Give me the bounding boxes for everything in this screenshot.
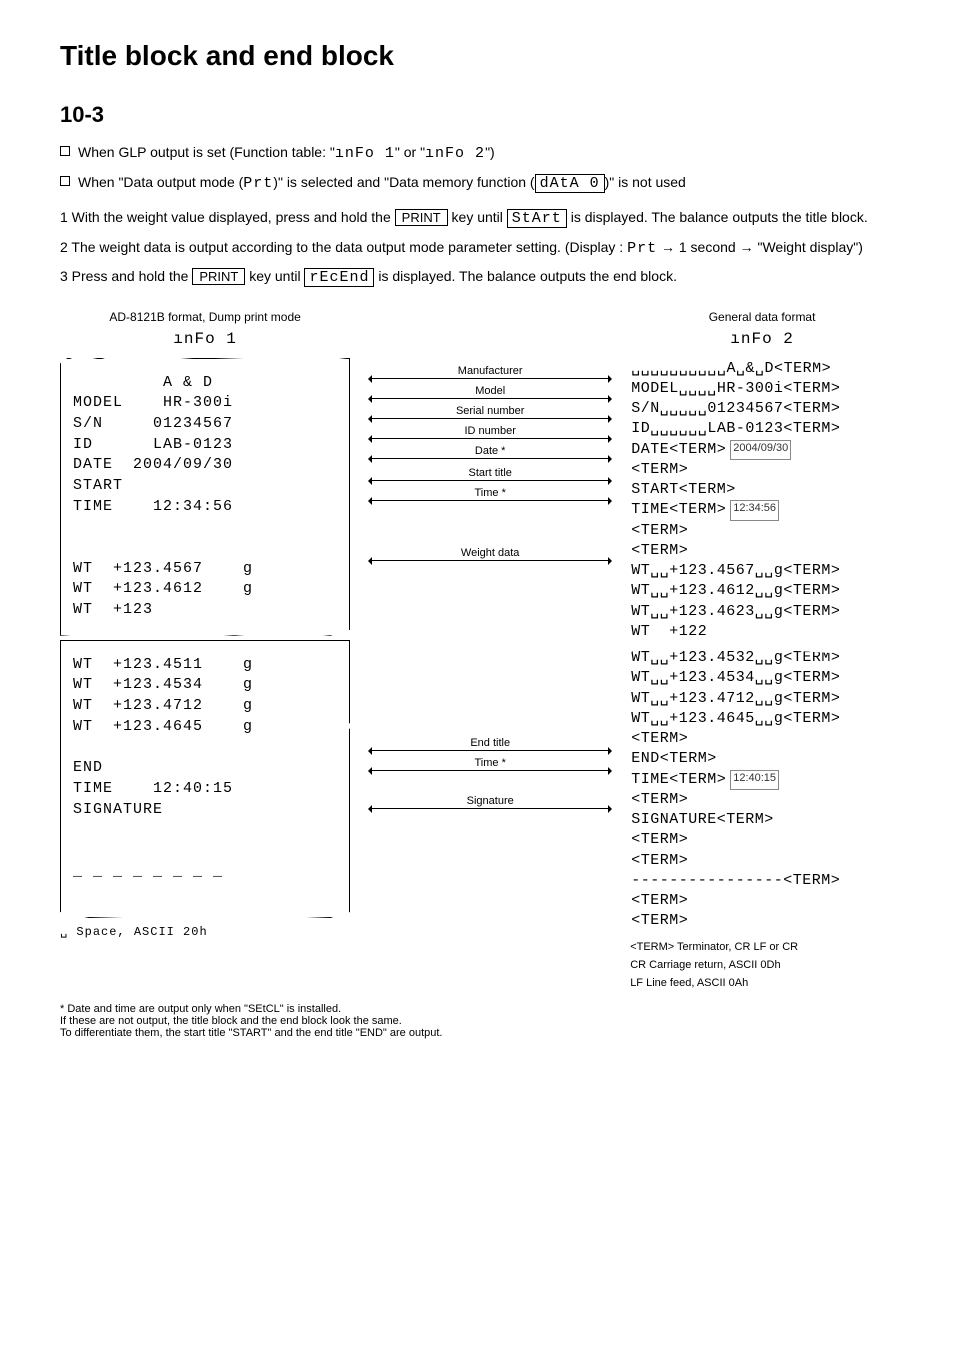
cr-note: CR Carriage return, ASCII 0Dh — [630, 959, 894, 971]
text: key until — [245, 268, 304, 284]
text: 1 With the weight value displayed, press… — [60, 209, 395, 225]
protocol-line: <TERM> — [631, 830, 688, 850]
arrow-label: Signature — [370, 795, 610, 807]
protocol-line: WT␣␣+123.4712␣␣g<TERM> — [631, 689, 840, 709]
protocol-line: S/N␣␣␣␣␣01234567<TERM> — [631, 399, 840, 419]
protocol-line: TIME<TERM> — [631, 770, 726, 790]
text: )" is not used — [605, 174, 686, 190]
text: 3 Press and hold the — [60, 268, 192, 284]
bullet-icon — [60, 146, 70, 156]
key-box: PRINT — [395, 209, 448, 226]
space-note: ␣ Space, ASCII 20h — [60, 924, 350, 939]
protocol-line: ----------------<TERM> — [631, 871, 840, 891]
section-id: 10-3 — [60, 102, 894, 128]
seg: Prt — [243, 175, 273, 192]
arrow-label: Serial number — [370, 405, 610, 417]
bullet-icon — [60, 176, 70, 186]
date-asterisk-note: * Date and time are output only when "SE… — [60, 1003, 894, 1039]
protocol-line: ␣␣␣␣␣␣␣␣␣␣A␣&␣D<TERM> — [631, 359, 831, 379]
protocol-line: <TERM> — [631, 790, 688, 810]
protocol-line: ID␣␣␣␣␣␣LAB-0123<TERM> — [631, 419, 840, 439]
text: When GLP output is set (Function table: … — [78, 144, 335, 160]
seg-box: rEcEnd — [304, 268, 374, 287]
seg: ınFo 2 — [425, 145, 485, 162]
protocol-line: SIGNATURE<TERM> — [631, 810, 774, 830]
info1-seg: ınFo 1 — [173, 330, 237, 348]
arrow-label: Model — [370, 385, 610, 397]
handwritten-note: 12:40:15 — [730, 770, 779, 790]
dump-column: AD-8121B format, Dump print mode ınFo 1 … — [60, 310, 350, 940]
text: 2 The weight data is output according to… — [60, 239, 627, 255]
seg: Prt — [627, 240, 657, 257]
text: )" is selected and "Data memory function… — [273, 174, 534, 190]
handwritten-note: 2004/09/30 — [730, 440, 791, 460]
text: is displayed. The balance outputs the en… — [374, 268, 677, 284]
page-title: Title block and end block — [60, 40, 894, 72]
protocol-line: <TERM> — [631, 851, 688, 871]
step-line: 1 With the weight value displayed, press… — [60, 207, 894, 231]
protocol-line: <TERM> — [631, 541, 688, 561]
arrow-label: Time * — [370, 487, 610, 499]
protocol-line: END<TERM> — [631, 749, 717, 769]
arrow-label: ID number — [370, 425, 610, 437]
protocol-line: <TERM> — [631, 911, 688, 931]
protocol-line: WT +122 — [631, 622, 707, 642]
seg: ınFo 1 — [335, 145, 395, 162]
protocol-line: <TERM> — [631, 460, 688, 480]
term-note: <TERM> Terminator, CR LF or CR — [630, 941, 894, 953]
text: is displayed. The balance outputs the ti… — [567, 209, 868, 225]
step-line: 3 Press and hold the PRINT key until rEc… — [60, 266, 894, 290]
protocol-line: WT␣␣+123.4612␣␣g<TERM> — [631, 581, 840, 601]
key-box: PRINT — [192, 268, 245, 285]
text: ␣ Space, ASCII 20h — [60, 925, 208, 939]
protocol-line: <TERM> — [631, 729, 688, 749]
output-row: AD-8121B format, Dump print mode ınFo 1 … — [60, 310, 894, 989]
protocol-line: DATE<TERM> — [631, 440, 726, 460]
protocol-line: MODEL␣␣␣␣HR-300i<TERM> — [631, 379, 840, 399]
info2-seg: ınFo 2 — [730, 330, 794, 348]
handwritten-note: 12:34:56 — [730, 500, 779, 520]
receipt-bottom: WT +123.4511 g WT +123.4534 g WT +123.47… — [60, 640, 350, 918]
dump-header: AD-8121B format, Dump print mode — [60, 310, 350, 324]
text: ") — [485, 144, 495, 160]
text: → 1 second → "Weight display") — [657, 239, 863, 255]
protocol-line: <TERM> — [631, 521, 688, 541]
protocol-top: ␣␣␣␣␣␣␣␣␣␣A␣&␣D<TERM>MODEL␣␣␣␣HR-300i<TE… — [630, 358, 894, 644]
arrow-label: Start title — [370, 467, 610, 479]
receipt-top: A & D MODEL HR-300i S/N 01234567 ID LAB-… — [60, 358, 350, 636]
text: key until — [448, 209, 507, 225]
step-line: 2 The weight data is output according to… — [60, 237, 894, 261]
seg-box: StArt — [507, 209, 567, 228]
protocol-line: <TERM> — [631, 891, 688, 911]
protocol-line: WT␣␣+123.4534␣␣g<TERM> — [631, 668, 840, 688]
text: " or " — [395, 144, 425, 160]
intro-line: When "Data output mode (Prt)" is selecte… — [60, 172, 894, 196]
protocol-line: START<TERM> — [631, 480, 736, 500]
arrow-label: Date * — [370, 445, 610, 457]
protocol-line: TIME<TERM> — [631, 500, 726, 520]
arrow-label: Weight data — [370, 547, 610, 559]
arrow-label: Time * — [370, 757, 610, 769]
protocol-line: WT␣␣+123.4645␣␣g<TERM> — [631, 709, 840, 729]
protocol-line: WT␣␣+123.4567␣␣g<TERM> — [631, 561, 840, 581]
seg-box: dAtA 0 — [535, 174, 605, 193]
lf-note: LF Line feed, ASCII 0Ah — [630, 977, 894, 989]
arrow-label: Manufacturer — [370, 365, 610, 377]
protocol-bottom: WT␣␣+123.4532␣␣g<TERM>WT␣␣+123.4534␣␣g<T… — [630, 647, 894, 933]
arrow-label: End title — [370, 737, 610, 749]
text: When "Data output mode ( — [78, 174, 243, 190]
protocol-column: General data format ınFo 2 ␣␣␣␣␣␣␣␣␣␣A␣&… — [630, 310, 894, 989]
protocol-line: WT␣␣+123.4532␣␣g<TERM> — [631, 648, 840, 668]
gen-header: General data format — [630, 310, 894, 324]
protocol-line: WT␣␣+123.4623␣␣g<TERM> — [631, 602, 840, 622]
intro-line: When GLP output is set (Function table: … — [60, 142, 894, 166]
